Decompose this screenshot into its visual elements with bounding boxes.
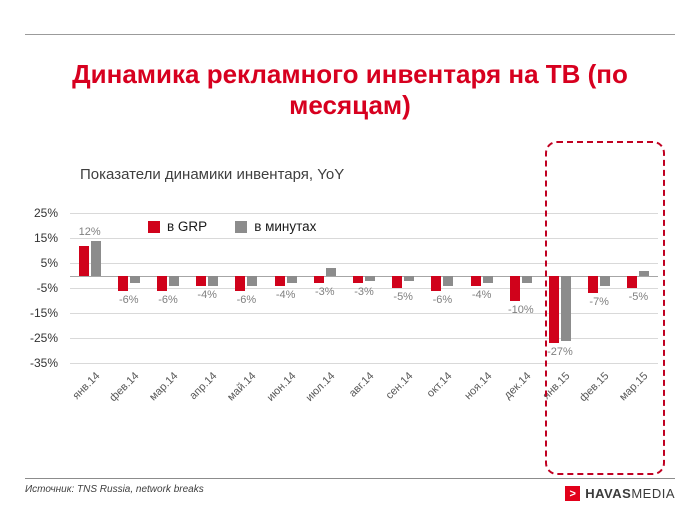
bar-grp bbox=[313, 275, 324, 283]
bar-minutes bbox=[443, 275, 454, 286]
bar-grp bbox=[392, 275, 403, 288]
bar-value-label: -4% bbox=[471, 288, 492, 301]
bar-group: 12% янв.14 bbox=[70, 213, 109, 402]
bar-group: -6% окт.14 bbox=[423, 213, 462, 400]
bar-grp bbox=[627, 275, 638, 288]
y-axis-label: -5% bbox=[36, 281, 58, 295]
plot-area: в GRP в минутах 12% янв.14 -6% фев.14 -6% мар… bbox=[70, 141, 665, 475]
bar-value-label: -10% bbox=[507, 303, 534, 316]
y-axis-label: 5% bbox=[40, 256, 58, 270]
bar-grp bbox=[352, 275, 363, 283]
bar-minutes bbox=[600, 275, 611, 286]
y-axis-label: -25% bbox=[29, 331, 58, 345]
bar-minutes bbox=[168, 275, 179, 286]
bar-value-label: -6% bbox=[236, 293, 257, 306]
bar-group: -5% сен.14 bbox=[384, 213, 423, 402]
y-axis-label: 25% bbox=[33, 206, 58, 220]
chart-subtitle: Показатели динамики инвентаря, YoY bbox=[80, 166, 345, 183]
bar-group: -27% янв.15 bbox=[540, 213, 579, 402]
legend-label-minutes: в минутах bbox=[254, 219, 317, 234]
bar-minutes bbox=[247, 275, 258, 286]
bar-grp bbox=[588, 275, 599, 293]
bar-minutes bbox=[521, 275, 532, 283]
y-axis-label: -35% bbox=[29, 356, 58, 370]
bar-group: -4% июн.14 bbox=[264, 213, 305, 404]
bar-group: -6% мар.14 bbox=[147, 213, 187, 403]
legend-item-grp: в GRP bbox=[148, 219, 207, 234]
y-axis-label: 15% bbox=[33, 231, 58, 245]
y-axis: 25% 15% 5% -5% -15% -25% -35% bbox=[16, 206, 64, 370]
grp-swatch-icon bbox=[148, 220, 160, 233]
footer-divider bbox=[25, 478, 675, 479]
bar-value-label: -5% bbox=[393, 291, 413, 303]
bar-value-label: -7% bbox=[589, 296, 609, 308]
bar-value-label: -6% bbox=[119, 293, 139, 306]
bar-grp bbox=[78, 245, 89, 276]
bar-grp bbox=[470, 275, 481, 286]
bar-minutes bbox=[208, 275, 219, 286]
bar-minutes bbox=[639, 270, 650, 276]
bar-minutes bbox=[560, 275, 571, 341]
chart-legend: в GRP в минутах bbox=[148, 219, 316, 234]
bar-grp bbox=[274, 275, 285, 286]
bar-value-label: -3% bbox=[315, 286, 335, 298]
bar-group: -3% июл.14 bbox=[303, 213, 344, 404]
highlight-box bbox=[545, 141, 665, 475]
bar-grp bbox=[509, 275, 520, 301]
gridline bbox=[70, 313, 658, 314]
bar-grp bbox=[196, 275, 207, 286]
bar-grp bbox=[235, 275, 246, 291]
gridline bbox=[70, 288, 658, 289]
bar-grp bbox=[117, 275, 128, 291]
bar-value-label: -6% bbox=[432, 293, 453, 306]
bar-minutes bbox=[90, 240, 101, 276]
gridline bbox=[70, 363, 658, 364]
bar-value-label: -27% bbox=[547, 346, 573, 358]
havas-media-logo: > HAVASMEDIA bbox=[565, 486, 675, 501]
source-note: Источник: TNS Russia, network breaks bbox=[25, 484, 204, 495]
bar-value-label: -4% bbox=[275, 288, 296, 301]
bar-grp bbox=[548, 275, 559, 343]
bar-grp bbox=[431, 275, 442, 291]
bar-value-label: -3% bbox=[354, 286, 374, 298]
bar-group: -7% фев.15 bbox=[578, 213, 619, 404]
havas-logo-text: HAVASMEDIA bbox=[585, 486, 675, 501]
bar-grp bbox=[156, 275, 167, 291]
bar-group: -4% апр.14 bbox=[188, 213, 227, 402]
bar-group: -4% ноя.14 bbox=[462, 213, 501, 402]
gridline bbox=[70, 238, 658, 239]
top-divider bbox=[25, 34, 675, 35]
bar-minutes bbox=[364, 275, 375, 281]
gridline bbox=[70, 213, 658, 214]
bar-minutes bbox=[482, 275, 493, 283]
bar-group: -3% авг.14 bbox=[344, 213, 383, 400]
gridline bbox=[70, 338, 658, 339]
zero-axis-line bbox=[70, 275, 658, 277]
havas-logo-mark-icon: > bbox=[565, 486, 581, 501]
y-axis-label: -15% bbox=[29, 306, 58, 320]
legend-item-minutes: в минутах bbox=[235, 219, 316, 234]
bar-value-label: -4% bbox=[197, 288, 217, 301]
havas-logo-havas: HAVAS bbox=[585, 486, 632, 501]
bar-value-label: -5% bbox=[628, 291, 649, 303]
bar-minutes bbox=[325, 268, 336, 276]
havas-logo-media: MEDIA bbox=[631, 486, 675, 501]
legend-label-grp: в GRP bbox=[167, 219, 208, 234]
bar-value-label: -6% bbox=[158, 293, 178, 306]
page-title: Динамика рекламного инвентаря на ТВ (по … bbox=[72, 59, 628, 121]
bar-minutes bbox=[286, 275, 297, 283]
gridline bbox=[70, 263, 658, 264]
bar-group: -6% май.14 bbox=[226, 213, 266, 403]
bar-minutes bbox=[129, 275, 140, 283]
bar-minutes bbox=[404, 275, 415, 281]
minutes-swatch-icon bbox=[235, 220, 248, 233]
bar-group: -5% мар.15 bbox=[618, 213, 658, 403]
bar-group: -6% фев.14 bbox=[107, 213, 148, 404]
bar-group: -10% дек.14 bbox=[501, 213, 540, 402]
bar-value-label: 12% bbox=[78, 225, 101, 238]
